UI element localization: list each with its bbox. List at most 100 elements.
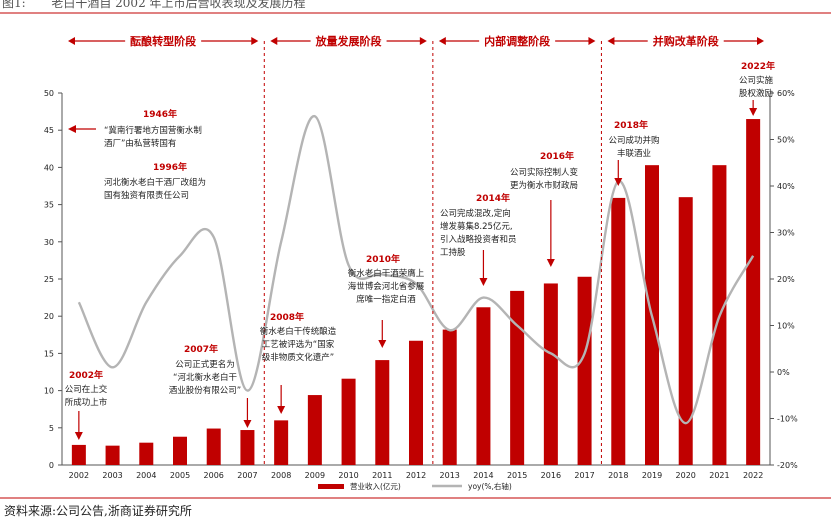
legend-bar-label: 营业收入(亿元) (350, 481, 401, 491)
x-tick-label: 2019 (642, 471, 662, 480)
annotation-year: 2007年 (184, 343, 218, 355)
bar-revenue-2015 (510, 290, 525, 465)
y-right-tick-label: 30% (777, 229, 795, 238)
annotation-year: 1996年 (153, 161, 187, 173)
x-tick-label: 2012 (406, 471, 426, 480)
y-left-tick-label: 15 (44, 349, 54, 358)
annotation-arrow-head (243, 420, 252, 428)
y-right-tick-label: 40% (777, 182, 795, 191)
bar-revenue-2017 (577, 276, 592, 465)
bar-revenue-2010 (341, 378, 356, 465)
annotation-year: 1946年 (143, 108, 177, 120)
x-tick-label: 2016 (541, 471, 561, 480)
y-left-tick-label: 45 (44, 126, 54, 135)
annotation-arrow-head (479, 278, 488, 286)
x-tick-label: 2005 (170, 471, 190, 480)
bar-revenue-2018 (611, 197, 626, 466)
annotation-text: 工艺被评选为“国家 (262, 339, 335, 350)
annotation-arrow-head (277, 406, 286, 414)
annotation-text: 所成功上市 (65, 397, 108, 408)
x-tick-label: 2015 (507, 471, 527, 480)
annotation-year: 2002年 (69, 369, 103, 381)
x-tick-label: 2003 (102, 471, 122, 480)
bar-revenue-2013 (442, 329, 457, 465)
annotation-text: 引入战略投资者和员 (440, 234, 517, 245)
x-tick-label: 2013 (440, 471, 460, 480)
y-right-tick-label: 0% (777, 368, 790, 377)
stage-label: 并购改革阶段 (653, 34, 719, 48)
annotation-year: 2022年 (741, 60, 775, 72)
annotation-text: 酒业股份有限公司” (169, 385, 241, 396)
annotation-text: 公司实施 (739, 75, 774, 86)
y-right-tick-label: 60% (777, 89, 795, 98)
annotation-text: 公司完成混改,定向 (440, 208, 511, 219)
x-tick-label: 2009 (305, 471, 325, 480)
annotation-text: 工持股 (440, 247, 466, 258)
bar-revenue-2020 (678, 197, 693, 465)
source-note: 资料来源:公司公告,浙商证券研究所 (4, 504, 192, 518)
stage-arrow-head-left (438, 37, 446, 45)
y-right-tick-label: 20% (777, 275, 795, 284)
annotation-text: 席唯一指定白酒 (356, 294, 416, 305)
figure-label: 图1: (2, 0, 26, 10)
annotation-text: “冀南行署地方国营衡水制 (104, 125, 202, 136)
annotation-arrow-head (546, 259, 555, 267)
bar-revenue-2005 (173, 436, 187, 465)
annotation-text: 公司实际控制人变 (510, 167, 579, 178)
x-tick-label: 2004 (136, 471, 156, 480)
annotation-text: 衡水老白干酒荣膺上 (348, 268, 425, 279)
x-tick-label: 2017 (574, 471, 594, 480)
annotation-text: 衡水老白干传统酿造 (260, 326, 337, 337)
annotation-year: 2018年 (614, 119, 648, 131)
y-left-tick-label: 30 (44, 238, 54, 247)
stage-arrow-head-left (607, 37, 615, 45)
bar-revenue-2007 (240, 430, 255, 465)
annotation-text: 股权激励 (739, 88, 773, 99)
x-tick-label: 2002 (69, 471, 89, 480)
annotation-year: 2008年 (270, 311, 304, 323)
y-left-tick-label: 25 (44, 275, 54, 284)
annotation-text: 级非物质文化遗产” (262, 352, 334, 363)
annotation-text: 海世博会河北省参展 (348, 281, 425, 292)
x-tick-label: 2007 (237, 471, 257, 480)
bar-revenue-2008 (274, 420, 289, 465)
legend-line-label: yoy(%,右轴) (468, 481, 512, 491)
stage-arrow-head-right (588, 37, 596, 45)
bar-revenue-2011 (375, 360, 390, 465)
bar-revenue-2014 (476, 307, 491, 465)
stage-label-bg (479, 32, 556, 48)
figure-title-text: 老白干酒自 2002 年上市后营收表现及发展历程 (51, 0, 306, 10)
x-tick-label: 2006 (204, 471, 224, 480)
x-tick-label: 2022 (743, 471, 763, 480)
annotation-text: 丰联酒业 (617, 148, 651, 159)
y-left-tick-label: 40 (44, 163, 54, 172)
annotation-text: 酒厂”由私营转国有 (104, 138, 176, 149)
y-left-tick-label: 50 (44, 89, 54, 98)
annotation-year: 2016年 (540, 150, 574, 162)
annotation-text: “河北衡水老白干 (173, 372, 237, 383)
y-right-tick-label: 50% (777, 136, 795, 145)
y-left-tick-label: 35 (44, 201, 54, 210)
bar-revenue-2012 (409, 340, 423, 465)
bar-revenue-2003 (105, 445, 120, 465)
x-tick-label: 2008 (271, 471, 291, 480)
annotation-arrow-head (614, 178, 623, 186)
annotation-arrow-head (749, 108, 758, 116)
stage-label-bg (125, 32, 202, 48)
y-left-tick-label: 20 (44, 312, 54, 321)
y-right-tick-label: 10% (777, 322, 795, 331)
annotation-text: 公司在上交 (65, 384, 108, 395)
y-right-tick-label: -20% (777, 461, 798, 470)
stage-arrow-head-left (68, 37, 75, 45)
y-left-tick-label: 5 (49, 424, 54, 433)
x-tick-label: 2010 (338, 471, 358, 480)
stage-arrow-head-right (419, 37, 427, 45)
bar-revenue-2009 (307, 395, 322, 465)
annotation-arrow-head (74, 432, 83, 440)
stage-label: 放量发展阶段 (315, 34, 382, 48)
y-left-tick-label: 10 (44, 387, 54, 396)
annotation-text: 河北衡水老白干酒厂改组为 (104, 177, 206, 188)
stage-arrow-head-left (270, 37, 278, 45)
annotation-arrow-head (68, 125, 76, 133)
